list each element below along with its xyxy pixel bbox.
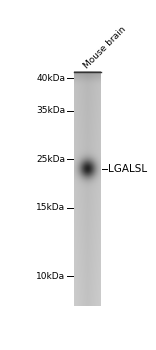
Text: Mouse brain: Mouse brain bbox=[82, 25, 128, 70]
Text: LGALSL: LGALSL bbox=[108, 164, 147, 174]
Text: 10kDa: 10kDa bbox=[36, 272, 66, 281]
Text: 35kDa: 35kDa bbox=[36, 106, 66, 115]
Text: 25kDa: 25kDa bbox=[37, 155, 66, 164]
Text: 15kDa: 15kDa bbox=[36, 203, 66, 212]
Text: 40kDa: 40kDa bbox=[37, 74, 66, 83]
